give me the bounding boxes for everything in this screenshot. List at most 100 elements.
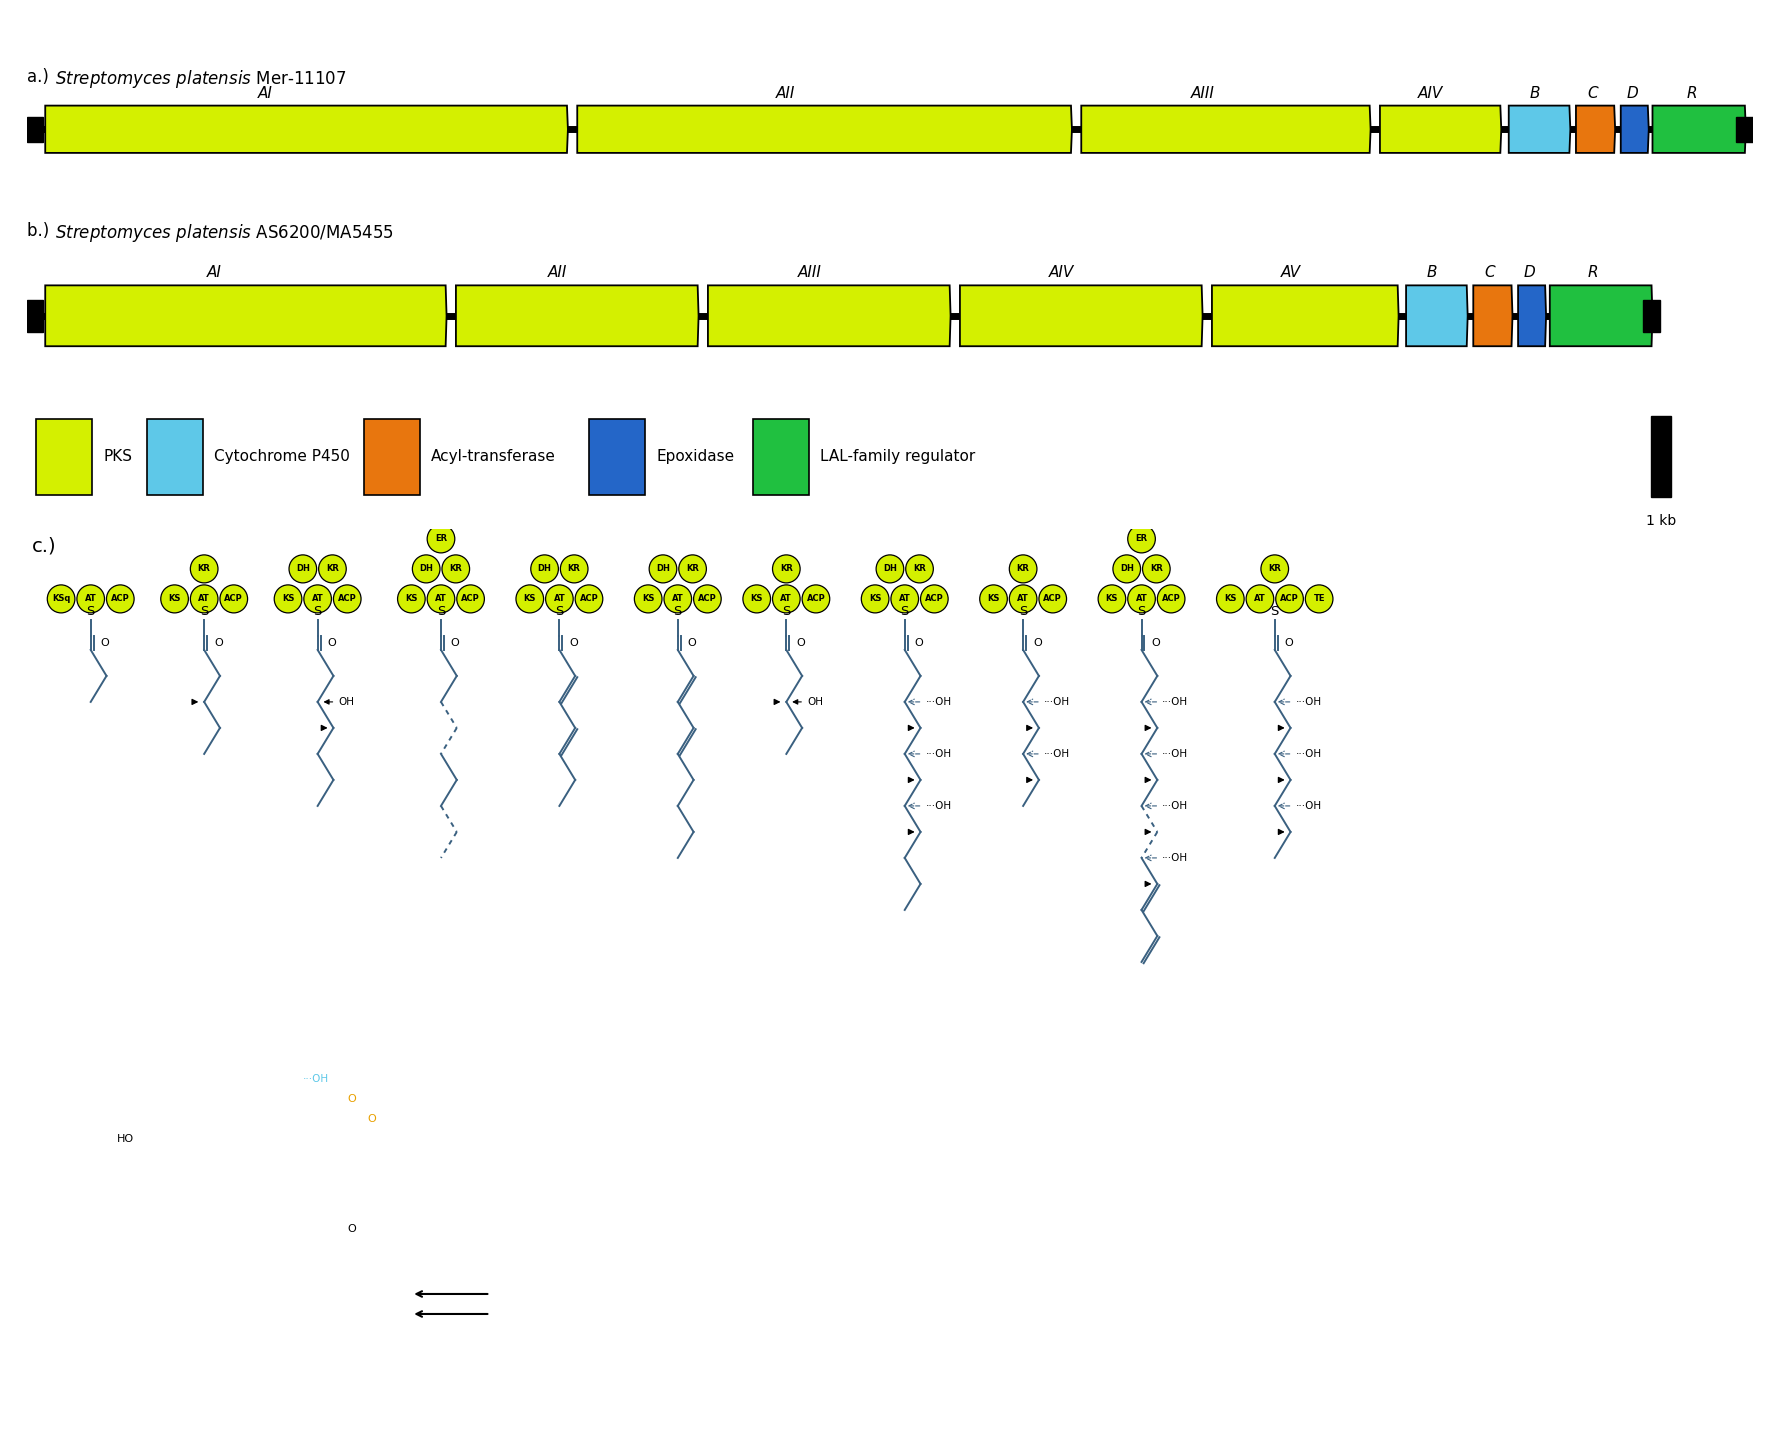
- Text: LAL-family regulator: LAL-family regulator: [820, 449, 976, 464]
- Circle shape: [694, 585, 721, 613]
- Circle shape: [1128, 585, 1155, 613]
- Text: OH: OH: [808, 697, 824, 707]
- Circle shape: [802, 585, 831, 613]
- Text: C: C: [1484, 265, 1495, 280]
- Circle shape: [413, 555, 439, 582]
- Circle shape: [531, 555, 558, 582]
- Text: AT: AT: [85, 594, 97, 603]
- Polygon shape: [1576, 106, 1615, 154]
- Circle shape: [427, 585, 455, 613]
- Circle shape: [220, 585, 248, 613]
- Circle shape: [1305, 585, 1334, 613]
- Circle shape: [634, 585, 662, 613]
- Text: 1 kb: 1 kb: [1645, 514, 1675, 529]
- Text: AT: AT: [554, 594, 565, 603]
- Text: ···OH: ···OH: [926, 697, 951, 707]
- Bar: [590, 419, 645, 494]
- Text: S: S: [87, 604, 96, 617]
- Text: KR: KR: [450, 565, 462, 574]
- Text: AT: AT: [781, 594, 792, 603]
- Text: Acyl-transferase: Acyl-transferase: [430, 449, 556, 464]
- Text: AT: AT: [198, 594, 211, 603]
- Text: ACP: ACP: [225, 594, 243, 603]
- Circle shape: [1098, 585, 1126, 613]
- Circle shape: [515, 585, 544, 613]
- Circle shape: [742, 585, 770, 613]
- Circle shape: [189, 585, 218, 613]
- Text: C: C: [1587, 87, 1597, 101]
- Text: O: O: [687, 638, 696, 648]
- Text: O: O: [101, 638, 110, 648]
- Circle shape: [1142, 555, 1171, 582]
- Text: ···OH: ···OH: [1043, 749, 1070, 759]
- Text: AIII: AIII: [799, 265, 822, 280]
- Text: c.): c.): [32, 538, 57, 556]
- Circle shape: [319, 555, 347, 582]
- Bar: [27, 300, 43, 332]
- Text: O: O: [1032, 638, 1041, 648]
- Text: O: O: [368, 1114, 375, 1124]
- Text: ER: ER: [436, 535, 446, 543]
- Text: PKS: PKS: [103, 449, 133, 464]
- Text: AT: AT: [1135, 594, 1148, 603]
- Text: KR: KR: [685, 565, 700, 574]
- Circle shape: [1009, 555, 1038, 582]
- Polygon shape: [1380, 106, 1502, 154]
- Polygon shape: [960, 285, 1203, 346]
- Polygon shape: [1518, 285, 1546, 346]
- Circle shape: [979, 585, 1008, 613]
- Text: S: S: [1137, 604, 1146, 617]
- Text: D: D: [1525, 265, 1535, 280]
- Text: AT: AT: [900, 594, 910, 603]
- Text: O: O: [214, 638, 223, 648]
- Bar: [363, 419, 420, 494]
- Text: DH: DH: [296, 565, 310, 574]
- Text: KR: KR: [1268, 565, 1280, 574]
- Text: ACP: ACP: [338, 594, 356, 603]
- Text: Epoxidase: Epoxidase: [657, 449, 735, 464]
- Text: B: B: [1530, 87, 1539, 101]
- Circle shape: [1128, 525, 1155, 554]
- Circle shape: [106, 585, 135, 613]
- Circle shape: [921, 585, 947, 613]
- Text: Cytochrome P450: Cytochrome P450: [214, 449, 349, 464]
- Circle shape: [1275, 585, 1303, 613]
- Text: KR: KR: [914, 565, 926, 574]
- Text: R: R: [1686, 87, 1697, 101]
- Text: ···OH: ···OH: [1295, 697, 1321, 707]
- Bar: [27, 117, 43, 142]
- Text: AI: AI: [207, 265, 221, 280]
- Circle shape: [560, 555, 588, 582]
- Text: B: B: [1427, 265, 1438, 280]
- Text: KR: KR: [1017, 565, 1029, 574]
- Circle shape: [1112, 555, 1141, 582]
- Circle shape: [397, 585, 425, 613]
- Text: HO: HO: [117, 1135, 135, 1143]
- Text: OH: OH: [338, 697, 354, 707]
- Text: a.): a.): [27, 68, 58, 85]
- Polygon shape: [1550, 285, 1652, 346]
- Circle shape: [289, 555, 317, 582]
- Polygon shape: [46, 106, 568, 154]
- Text: KS: KS: [1105, 594, 1118, 603]
- Text: O: O: [914, 638, 923, 648]
- Polygon shape: [1406, 285, 1468, 346]
- Polygon shape: [1473, 285, 1512, 346]
- Text: KR: KR: [1149, 565, 1164, 574]
- Text: DH: DH: [538, 565, 551, 574]
- Text: ACP: ACP: [460, 594, 480, 603]
- Text: D: D: [1626, 87, 1638, 101]
- Text: ACP: ACP: [1043, 594, 1063, 603]
- Text: O: O: [797, 638, 806, 648]
- Circle shape: [427, 525, 455, 554]
- Circle shape: [333, 585, 361, 613]
- Text: DH: DH: [655, 565, 669, 574]
- Text: S: S: [313, 604, 322, 617]
- Circle shape: [76, 585, 104, 613]
- Polygon shape: [1082, 106, 1371, 154]
- Text: DH: DH: [420, 565, 434, 574]
- Bar: [1651, 416, 1672, 497]
- Text: S: S: [900, 604, 909, 617]
- Text: AII: AII: [776, 87, 795, 101]
- Text: O: O: [347, 1224, 356, 1235]
